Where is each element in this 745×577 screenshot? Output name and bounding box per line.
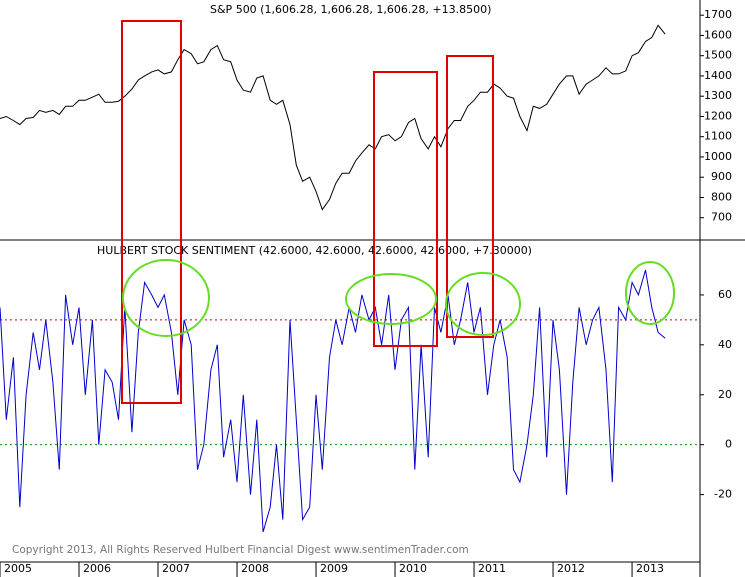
- x-tick-label: 2007: [162, 562, 190, 575]
- x-tick-label: 2012: [557, 562, 585, 575]
- top-title: S&P 500 (1,606.28, 1,606.28, 1,606.28, +…: [210, 3, 491, 16]
- y-tick-label: 800: [711, 190, 732, 203]
- box: [446, 55, 494, 338]
- y-tick-label: 1000: [704, 150, 732, 163]
- y-tick-label: 1100: [704, 130, 732, 143]
- ellipse: [345, 273, 437, 325]
- bottom-title: HULBERT STOCK SENTIMENT (42.6000, 42.600…: [97, 244, 532, 257]
- y-tick-label: 1600: [704, 28, 732, 41]
- y-tick-label: 1700: [704, 8, 732, 21]
- ellipse: [625, 261, 675, 325]
- highlight-boxes: [121, 20, 494, 404]
- y-tick-label: 40: [718, 338, 732, 351]
- y-tick-label: 1300: [704, 89, 732, 102]
- y-tick-label: 60: [718, 288, 732, 301]
- x-tick-label: 2011: [478, 562, 506, 575]
- series-line: [0, 24, 666, 211]
- y-tick-label: 700: [711, 211, 732, 224]
- series-line: [0, 269, 666, 533]
- highlight-ellipses: [122, 259, 675, 337]
- y-tick-label: 0: [725, 438, 732, 451]
- y-tick-label: 900: [711, 170, 732, 183]
- x-tick-label: 2009: [320, 562, 348, 575]
- box: [121, 20, 182, 404]
- ellipse: [445, 272, 521, 336]
- y-tick-label: -20: [714, 488, 732, 501]
- y-tick-label: 1400: [704, 69, 732, 82]
- y-tick-label: 20: [718, 388, 732, 401]
- x-tick-label: 2005: [4, 562, 32, 575]
- x-tick-label: 2010: [399, 562, 427, 575]
- x-tick-label: 2008: [241, 562, 269, 575]
- ellipse: [122, 259, 210, 337]
- y-tick-label: 1500: [704, 49, 732, 62]
- x-tick-label: 2013: [636, 562, 664, 575]
- y-tick-label: 1200: [704, 109, 732, 122]
- copyright: Copyright 2013, All Rights Reserved Hulb…: [12, 544, 469, 556]
- x-tick-label: 2006: [83, 562, 111, 575]
- box: [373, 71, 438, 347]
